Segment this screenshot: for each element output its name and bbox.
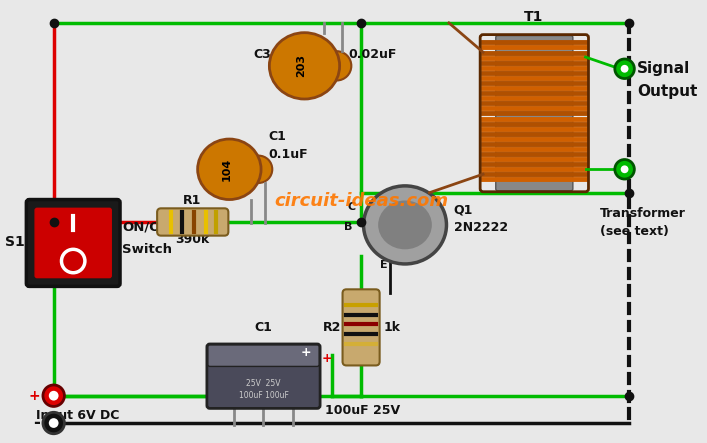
Ellipse shape xyxy=(198,139,261,199)
FancyBboxPatch shape xyxy=(343,289,380,365)
Text: 2N2222: 2N2222 xyxy=(454,221,508,234)
Text: T1: T1 xyxy=(524,10,544,24)
Text: -: - xyxy=(33,414,40,432)
Text: B: B xyxy=(344,222,353,232)
FancyBboxPatch shape xyxy=(208,345,319,366)
Circle shape xyxy=(49,418,59,428)
Text: 104: 104 xyxy=(221,158,231,181)
Ellipse shape xyxy=(378,201,432,249)
Text: circuit-ideas.com: circuit-ideas.com xyxy=(274,191,448,210)
Text: Q1: Q1 xyxy=(454,203,473,216)
Text: C1: C1 xyxy=(255,321,272,334)
Text: 203: 203 xyxy=(296,54,307,78)
FancyBboxPatch shape xyxy=(26,199,120,286)
Text: +: + xyxy=(300,346,311,359)
Text: C3: C3 xyxy=(254,48,271,61)
Ellipse shape xyxy=(245,155,272,183)
Text: ON/OFF: ON/OFF xyxy=(122,220,179,233)
Text: 25V  25V: 25V 25V xyxy=(246,380,281,389)
Text: 1k: 1k xyxy=(383,321,401,334)
Text: C: C xyxy=(347,202,356,212)
Text: R1: R1 xyxy=(183,194,201,207)
Text: Output: Output xyxy=(637,84,698,99)
Text: Input 6V DC: Input 6V DC xyxy=(36,409,119,422)
FancyBboxPatch shape xyxy=(496,35,573,191)
Text: +: + xyxy=(28,389,40,403)
Text: 390k: 390k xyxy=(175,233,209,246)
Text: Switch: Switch xyxy=(122,243,172,256)
FancyBboxPatch shape xyxy=(35,208,111,278)
Text: R2: R2 xyxy=(323,321,341,334)
Circle shape xyxy=(43,385,64,406)
Ellipse shape xyxy=(363,186,447,264)
Circle shape xyxy=(621,165,629,173)
Ellipse shape xyxy=(322,51,351,81)
Text: +: + xyxy=(322,352,333,365)
FancyBboxPatch shape xyxy=(207,344,320,408)
Text: C1: C1 xyxy=(269,130,286,143)
Text: 100uF 25V: 100uF 25V xyxy=(325,404,400,417)
Text: Transformer: Transformer xyxy=(600,207,686,220)
Circle shape xyxy=(615,59,634,78)
Text: (see text): (see text) xyxy=(600,225,669,238)
Circle shape xyxy=(621,65,629,73)
Text: 0.02uF: 0.02uF xyxy=(349,48,397,61)
Text: E: E xyxy=(380,260,387,270)
Text: S1: S1 xyxy=(5,236,25,249)
Text: 0.1uF: 0.1uF xyxy=(269,148,308,160)
Circle shape xyxy=(49,391,59,400)
Ellipse shape xyxy=(269,33,339,99)
Text: 100uF 100uF: 100uF 100uF xyxy=(238,391,288,400)
FancyBboxPatch shape xyxy=(157,208,228,236)
Circle shape xyxy=(43,412,64,434)
Circle shape xyxy=(615,159,634,179)
Text: Signal: Signal xyxy=(637,61,691,76)
